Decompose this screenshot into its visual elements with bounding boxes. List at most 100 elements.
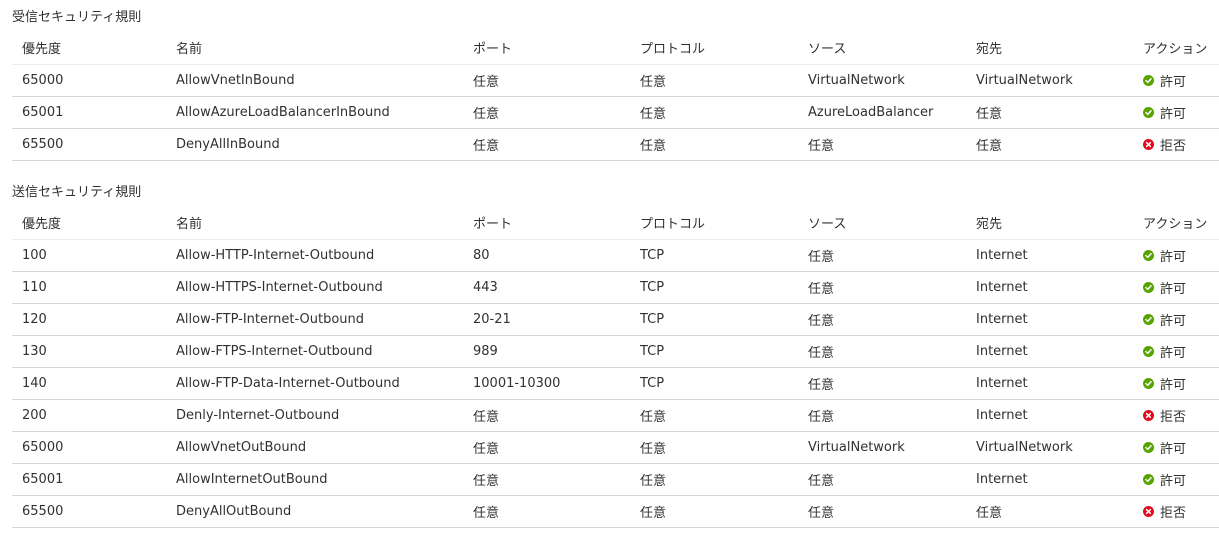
cell-destination: Internet xyxy=(966,463,1133,496)
table-row[interactable]: 130 Allow-FTPS-Internet-Outbound 989 TCP 任意 I… xyxy=(12,335,1219,368)
column-header-port[interactable]: ポート xyxy=(463,30,630,65)
cell-destination: Internet xyxy=(966,303,1133,336)
cell-destination: 任意 xyxy=(966,128,1133,161)
column-header-source[interactable]: ソース xyxy=(798,30,966,65)
cell-protocol: 任意 xyxy=(630,399,798,432)
cell-priority: 65500 xyxy=(12,128,166,161)
cell-priority: 65500 xyxy=(12,495,166,528)
cell-protocol: TCP xyxy=(630,303,798,336)
action-status: 許可 xyxy=(1143,71,1186,90)
cell-protocol: 任意 xyxy=(630,64,798,97)
column-header-priority[interactable]: 優先度 xyxy=(12,205,166,240)
cell-priority: 65000 xyxy=(12,431,166,464)
cell-source: 任意 xyxy=(798,463,966,496)
cell-port: 80 xyxy=(463,239,630,272)
column-header-name[interactable]: 名前 xyxy=(166,30,463,65)
cell-name: DenyAllOutBound xyxy=(166,495,463,528)
cell-action: 許可 xyxy=(1133,64,1219,97)
column-header-priority[interactable]: 優先度 xyxy=(12,30,166,65)
column-header-port[interactable]: ポート xyxy=(463,205,630,240)
action-label: 許可 xyxy=(1160,378,1187,393)
column-header-name[interactable]: 名前 xyxy=(166,205,463,240)
action-status: 許可 xyxy=(1143,246,1186,265)
table-row[interactable]: 65001 AllowAzureLoadBalancerInBound 任意 任意 Az… xyxy=(12,96,1219,129)
cell-action: 許可 xyxy=(1133,367,1219,400)
cell-destination: Internet xyxy=(966,271,1133,304)
cell-port: 989 xyxy=(463,335,630,368)
cell-name: DenyAllInBound xyxy=(166,128,463,161)
cell-source: VirtualNetwork xyxy=(798,64,966,97)
cell-destination: 任意 xyxy=(966,96,1133,129)
check-circle-icon xyxy=(1143,282,1154,293)
cell-source: 任意 xyxy=(798,335,966,368)
column-header-destination[interactable]: 宛先 xyxy=(966,205,1133,240)
cell-name: Allow-HTTP-Internet-Outbound xyxy=(166,239,463,272)
column-header-action[interactable]: アクション xyxy=(1133,30,1219,65)
cell-protocol: 任意 xyxy=(630,431,798,464)
cell-priority: 200 xyxy=(12,399,166,432)
column-header-protocol[interactable]: プロトコル xyxy=(630,30,798,65)
check-circle-icon xyxy=(1143,346,1154,357)
cell-protocol: 任意 xyxy=(630,463,798,496)
action-status: 許可 xyxy=(1143,103,1186,122)
table-row[interactable]: 65000 AllowVnetInBound 任意 任意 VirtualNetwork V… xyxy=(12,64,1219,97)
column-header-destination[interactable]: 宛先 xyxy=(966,30,1133,65)
check-circle-icon xyxy=(1143,474,1154,485)
table-row[interactable]: 200 Denly-Internet-Outbound 任意 任意 任意 Internet… xyxy=(12,399,1219,432)
cell-destination: Internet xyxy=(966,239,1133,272)
column-header-source[interactable]: ソース xyxy=(798,205,966,240)
cell-protocol: TCP xyxy=(630,335,798,368)
cell-action: 許可 xyxy=(1133,335,1219,368)
cell-port: 任意 xyxy=(463,495,630,528)
cell-port: 任意 xyxy=(463,431,630,464)
check-circle-icon xyxy=(1143,378,1154,389)
inbound-rules-table: 優先度 名前 ポート プロトコル ソース 宛先 アクション 65000 Allow… xyxy=(12,30,1219,161)
column-header-action[interactable]: アクション xyxy=(1133,205,1219,240)
cell-name: Allow-FTPS-Internet-Outbound xyxy=(166,335,463,368)
table-row[interactable]: 65000 AllowVnetOutBound 任意 任意 VirtualNetwork… xyxy=(12,431,1219,464)
action-label: 許可 xyxy=(1160,75,1187,90)
action-status: 許可 xyxy=(1143,470,1186,489)
cell-priority: 140 xyxy=(12,367,166,400)
cell-source: VirtualNetwork xyxy=(798,431,966,464)
cell-source: 任意 xyxy=(798,303,966,336)
cell-destination: VirtualNetwork xyxy=(966,64,1133,97)
action-label: 許可 xyxy=(1160,250,1187,265)
cell-destination: Internet xyxy=(966,367,1133,400)
table-row[interactable]: 110 Allow-HTTPS-Internet-Outbound 443 TCP 任意… xyxy=(12,271,1219,304)
cell-source: 任意 xyxy=(798,367,966,400)
table-header-row: 優先度 名前 ポート プロトコル ソース 宛先 アクション xyxy=(12,205,1219,240)
table-header-row: 優先度 名前 ポート プロトコル ソース 宛先 アクション xyxy=(12,30,1219,65)
inbound-rules-section: 受信セキュリティ規則 優先度 名前 ポート プロトコル ソース 宛先 アクション… xyxy=(0,0,1219,165)
check-circle-icon xyxy=(1143,250,1154,261)
table-row[interactable]: 100 Allow-HTTP-Internet-Outbound 80 TCP 任意 In… xyxy=(12,239,1219,272)
table-row[interactable]: 65001 AllowInternetOutBound 任意 任意 任意 Internet… xyxy=(12,463,1219,496)
cell-protocol: TCP xyxy=(630,239,798,272)
table-row[interactable]: 65500 DenyAllInBound 任意 任意 任意 任意 拒否 xyxy=(12,128,1219,161)
check-circle-icon xyxy=(1143,442,1154,453)
cell-name: Allow-FTP-Data-Internet-Outbound xyxy=(166,367,463,400)
cell-action: 拒否 xyxy=(1133,399,1219,432)
column-header-protocol[interactable]: プロトコル xyxy=(630,205,798,240)
action-label: 許可 xyxy=(1160,314,1187,329)
action-status: 許可 xyxy=(1143,310,1186,329)
cell-name: Denly-Internet-Outbound xyxy=(166,399,463,432)
cell-priority: 130 xyxy=(12,335,166,368)
table-row[interactable]: 140 Allow-FTP-Data-Internet-Outbound 10001… xyxy=(12,367,1219,400)
cell-name: Allow-HTTPS-Internet-Outbound xyxy=(166,271,463,304)
cell-priority: 120 xyxy=(12,303,166,336)
cell-port: 任意 xyxy=(463,399,630,432)
cell-action: 許可 xyxy=(1133,239,1219,272)
check-circle-icon xyxy=(1143,107,1154,118)
table-row[interactable]: 120 Allow-FTP-Internet-Outbound 20-21 TCP 任意… xyxy=(12,303,1219,336)
inbound-rules-body: 65000 AllowVnetInBound 任意 任意 VirtualNetwork V… xyxy=(12,64,1219,161)
cell-port: 443 xyxy=(463,271,630,304)
table-row[interactable]: 65500 DenyAllOutBound 任意 任意 任意 任意 拒否 xyxy=(12,495,1219,528)
cell-action: 拒否 xyxy=(1133,128,1219,161)
action-status: 拒否 xyxy=(1143,502,1186,521)
cell-name: AllowAzureLoadBalancerInBound xyxy=(166,96,463,129)
action-status: 許可 xyxy=(1143,278,1186,297)
cell-port: 任意 xyxy=(463,463,630,496)
cell-destination: 任意 xyxy=(966,495,1133,528)
cell-protocol: TCP xyxy=(630,367,798,400)
